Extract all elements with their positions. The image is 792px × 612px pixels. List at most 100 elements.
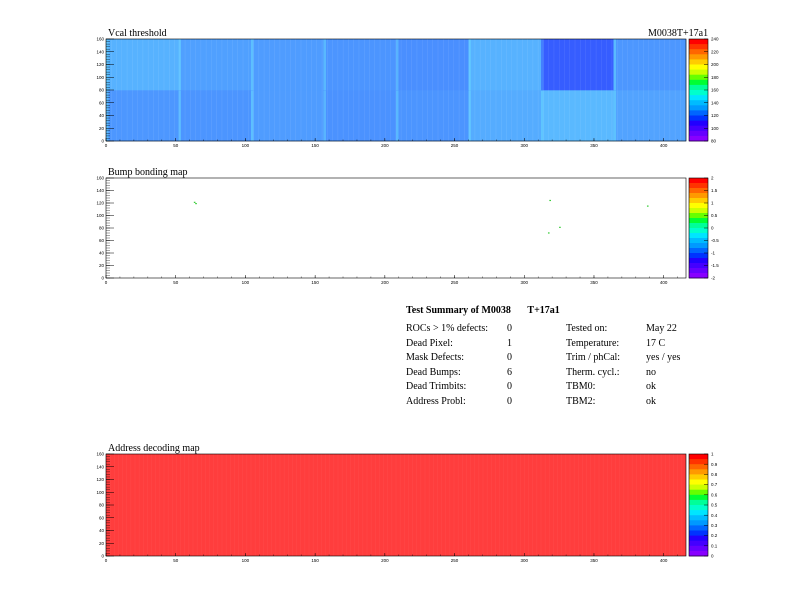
color-scale-step (689, 203, 708, 209)
z-tick-label: 1 (711, 201, 714, 206)
color-scale-step (689, 115, 708, 121)
x-tick-label: 400 (660, 143, 668, 148)
panel-2-color-scale: 0 0.1 0.2 0.3 0.4 0.5 0.6 0.7 0.8 0.9 1 (688, 452, 718, 559)
address-probl-label: Address Probl: (406, 395, 466, 407)
roc-cell (178, 39, 252, 91)
roc-edge (251, 90, 254, 141)
roc-cell (468, 39, 542, 91)
roc-cell (541, 90, 614, 142)
x-tick-label: 150 (311, 143, 319, 148)
color-scale-step (689, 193, 708, 199)
address-probl-value: 0 (507, 395, 512, 407)
color-scale-step (689, 208, 708, 214)
z-tick-label: 0.5 (711, 503, 718, 508)
color-scale-step (689, 525, 708, 531)
y-tick-label: 40 (99, 113, 105, 118)
color-scale-step (689, 253, 708, 259)
tbm0-label: TBM0: (566, 381, 596, 392)
z-tick-label: 0.7 (711, 482, 718, 487)
color-scale-step (689, 183, 708, 189)
roc-edge (396, 90, 399, 141)
y-tick-label: 20 (99, 541, 105, 546)
z-tick-label: 0.2 (711, 533, 718, 538)
summary-title-left: Test Summary of M0038 (406, 305, 511, 316)
module-label: M0038T+17a1 (648, 28, 709, 39)
vcal-title: Vcal threshold (108, 28, 167, 39)
tested-on-label: Tested on: (566, 323, 608, 334)
roc-edge (396, 39, 399, 90)
color-scale-step (689, 479, 708, 485)
roc-edge (541, 39, 544, 90)
color-scale-step (689, 135, 708, 142)
y-tick-label: 0 (101, 554, 104, 559)
rocs-defects-value: 0 (507, 323, 512, 334)
color-scale-step (689, 238, 708, 244)
color-scale-step (689, 494, 708, 501)
summary-right-values: May 22 17 C yes / yes no ok ok (646, 322, 680, 409)
y-tick-label: 40 (99, 528, 105, 533)
roc-edge (178, 39, 181, 90)
z-tick-label: 0.9 (711, 462, 718, 467)
color-scale-step (689, 74, 708, 81)
color-scale-step (689, 530, 708, 536)
color-scale-step (689, 268, 708, 274)
z-tick-label: 0.5 (711, 213, 718, 218)
color-scale-step (689, 505, 708, 511)
bump-map (193, 199, 649, 234)
rocs-defects-label: ROCs > 1% defects: (406, 323, 489, 334)
z-tick-label: 2 (711, 176, 714, 181)
z-tick-label: -1 (711, 251, 715, 256)
color-scale-step (689, 510, 708, 516)
z-tick-label: 140 (711, 100, 719, 105)
y-tick-label: 80 (99, 88, 105, 93)
x-tick-label: 250 (451, 143, 459, 148)
plot-frame (105, 177, 687, 279)
color-scale-step (689, 263, 708, 269)
color-scale-step (689, 130, 708, 137)
mask-defects-label: Mask Defects: (406, 352, 465, 363)
y-tick-label: 20 (99, 263, 105, 268)
color-scale-step (689, 540, 708, 547)
color-scale-step (689, 545, 708, 552)
roc-edge (468, 90, 471, 141)
color-scale-step (689, 464, 708, 470)
color-scale-step (689, 188, 708, 194)
tbm0-value: ok (646, 381, 656, 392)
z-tick-label: 1 (711, 452, 714, 457)
threshold-map (105, 39, 687, 142)
color-scale-step (689, 459, 708, 465)
z-tick-label: 0.6 (711, 492, 718, 497)
y-tick-label: 100 (96, 490, 104, 495)
color-scale-step (689, 178, 708, 184)
color-scale-step (689, 218, 708, 224)
color-scale-step (689, 120, 708, 127)
color-scale-step (689, 489, 708, 496)
roc-edge (251, 39, 254, 90)
x-tick-label: 150 (311, 558, 319, 563)
temperature-value: 17 C (646, 337, 666, 349)
x-tick-label: 0 (105, 280, 108, 285)
dead-trimbits-value: 0 (507, 381, 512, 392)
x-tick-label: 300 (521, 280, 529, 285)
x-tick-label: 200 (381, 143, 389, 148)
color-scale-step (689, 258, 708, 264)
x-tick-label: 100 (242, 280, 250, 285)
z-tick-label: 0.8 (711, 472, 718, 477)
color-scale-step (689, 469, 708, 475)
summary-title-right: T+17a1 (527, 305, 560, 316)
x-tick-label: 50 (173, 143, 179, 148)
y-tick-label: 100 (96, 213, 104, 218)
z-tick-label: 220 (711, 49, 719, 54)
roc-edge (613, 39, 616, 90)
dead-pixel-value: 1 (507, 337, 512, 349)
z-tick-label: -2 (711, 276, 715, 281)
x-tick-label: 100 (242, 143, 250, 148)
y-tick-label: 80 (99, 226, 105, 231)
color-scale-step (689, 273, 708, 279)
roc-edge (541, 90, 544, 141)
roc-cell (106, 90, 179, 142)
x-tick-label: 250 (451, 280, 459, 285)
dead-bump-point (193, 201, 196, 203)
y-tick-label: 140 (96, 49, 104, 54)
